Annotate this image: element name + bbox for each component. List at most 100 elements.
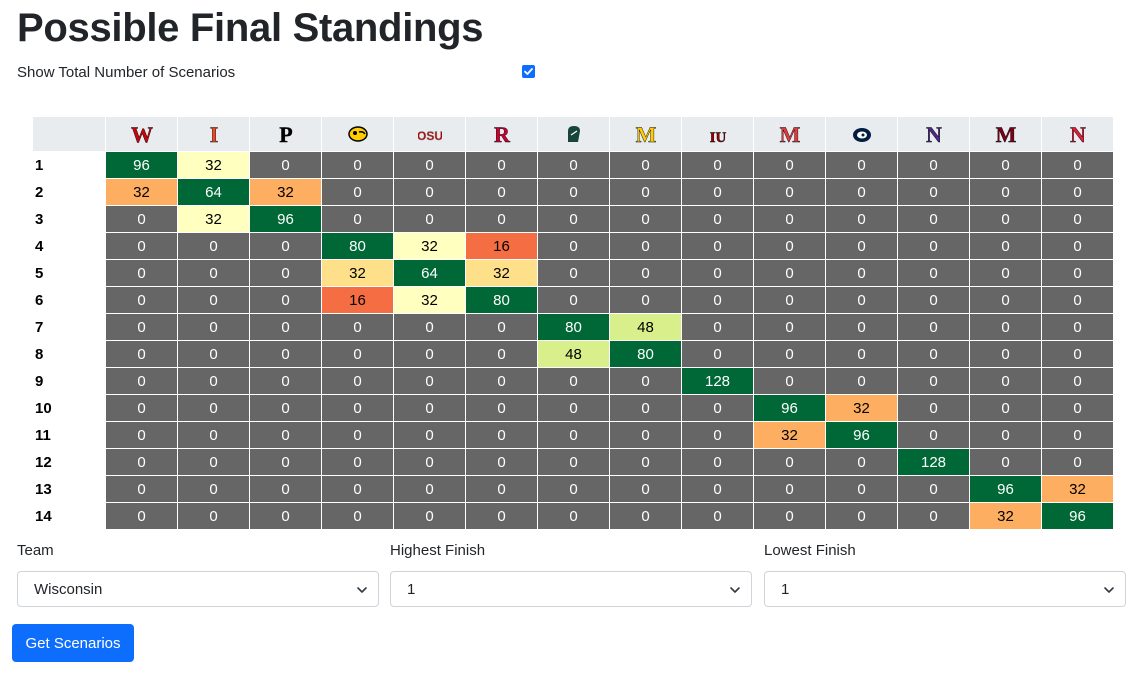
- standing-row: 4 0 0 0 80 32 16 0 0 0 0 0 0 0 0: [32, 232, 1114, 260]
- indiana-logo-icon: IU: [709, 130, 726, 145]
- standing-row: 2 32 64 32 0 0 0 0 0 0 0 0 0 0 0: [32, 178, 1114, 206]
- scenario-count-cell: 0: [825, 448, 898, 476]
- scenario-count-cell: 0: [681, 502, 754, 530]
- scenario-count-cell: 0: [105, 421, 178, 449]
- show-total-scenarios-checkbox[interactable]: [522, 65, 535, 78]
- scenario-count-cell: 0: [825, 259, 898, 287]
- scenario-count-cell: 0: [681, 151, 754, 179]
- team-header-cell: M: [969, 116, 1042, 152]
- scenario-count-cell: 0: [897, 178, 970, 206]
- scenario-count-cell: 0: [537, 502, 610, 530]
- scenario-count-cell: 0: [537, 475, 610, 503]
- scenario-count-cell: 0: [537, 448, 610, 476]
- scenario-count-cell: 0: [969, 259, 1042, 287]
- scenario-count-cell: 0: [825, 340, 898, 368]
- scenario-count-cell: 0: [177, 448, 250, 476]
- scenario-count-cell: 0: [969, 448, 1042, 476]
- scenario-count-cell: 0: [537, 151, 610, 179]
- team-header-cell: N: [1041, 116, 1114, 152]
- scenario-count-cell: 0: [105, 394, 178, 422]
- scenario-count-cell: 32: [825, 394, 898, 422]
- scenario-count-cell: 0: [465, 421, 538, 449]
- scenario-count-cell: 0: [753, 340, 826, 368]
- scenario-count-cell: 0: [393, 205, 466, 233]
- scenario-count-cell: 0: [105, 205, 178, 233]
- scenario-count-cell: 0: [249, 259, 322, 287]
- scenario-count-cell: 0: [393, 178, 466, 206]
- scenario-count-cell: 0: [609, 448, 682, 476]
- scenario-count-cell: 0: [897, 367, 970, 395]
- scenario-count-cell: 0: [321, 313, 394, 341]
- scenario-count-cell: 0: [681, 421, 754, 449]
- scenario-count-cell: 0: [465, 448, 538, 476]
- scenario-count-cell: 0: [465, 502, 538, 530]
- scenario-count-cell: 0: [1041, 151, 1114, 179]
- scenario-count-cell: 0: [105, 286, 178, 314]
- svg-text:N: N: [1070, 123, 1086, 145]
- scenario-count-cell: 0: [753, 286, 826, 314]
- scenario-count-cell: 0: [681, 178, 754, 206]
- scenario-count-cell: 0: [1041, 178, 1114, 206]
- scenario-count-cell: 0: [537, 232, 610, 260]
- rank-cell: 6: [32, 286, 106, 314]
- wisconsin-logo-icon: W: [130, 123, 152, 145]
- scenario-count-cell: 96: [249, 205, 322, 233]
- scenario-count-cell: 0: [249, 313, 322, 341]
- scenario-count-cell: 32: [321, 259, 394, 287]
- scenario-count-cell: 0: [681, 475, 754, 503]
- scenario-count-cell: 0: [609, 421, 682, 449]
- scenario-count-cell: 0: [753, 259, 826, 287]
- scenario-count-cell: 0: [825, 205, 898, 233]
- highest-finish-select[interactable]: 1: [390, 571, 752, 607]
- scenario-count-cell: 0: [681, 394, 754, 422]
- scenario-count-cell: 0: [393, 340, 466, 368]
- scenario-count-cell: 0: [249, 421, 322, 449]
- scenario-count-cell: 0: [321, 475, 394, 503]
- scenario-count-cell: 0: [609, 151, 682, 179]
- scenario-count-cell: 0: [465, 178, 538, 206]
- scenario-count-cell: 0: [753, 475, 826, 503]
- scenario-count-cell: 0: [825, 475, 898, 503]
- get-scenarios-button[interactable]: Get Scenarios: [12, 624, 134, 662]
- checkmark-icon: [524, 68, 533, 75]
- scenario-count-cell: 0: [537, 178, 610, 206]
- scenario-count-cell: 0: [825, 313, 898, 341]
- scenario-count-cell: 0: [681, 259, 754, 287]
- scenario-count-cell: 0: [105, 475, 178, 503]
- scenario-count-cell: 0: [249, 232, 322, 260]
- scenario-count-cell: 0: [681, 286, 754, 314]
- scenario-count-cell: 0: [465, 340, 538, 368]
- scenario-count-cell: 96: [1041, 502, 1114, 530]
- team-header-cell: M: [609, 116, 682, 152]
- scenario-count-cell: 80: [465, 286, 538, 314]
- scenario-count-cell: 0: [969, 151, 1042, 179]
- scenario-count-cell: 0: [465, 313, 538, 341]
- maryland-logo-icon: M: [779, 123, 800, 145]
- svg-text:M: M: [779, 123, 800, 145]
- lowest-finish-select[interactable]: 1: [764, 571, 1126, 607]
- scenario-count-cell: 0: [609, 178, 682, 206]
- illinois-logo-icon: I: [209, 123, 218, 145]
- scenario-count-cell: 0: [321, 151, 394, 179]
- scenario-count-cell: 0: [969, 367, 1042, 395]
- scenario-count-cell: 0: [969, 421, 1042, 449]
- michigan-logo-icon: M: [635, 123, 656, 145]
- scenario-count-cell: 0: [1041, 232, 1114, 260]
- lowest-finish-label: Lowest Finish: [764, 542, 856, 559]
- scenario-count-cell: 0: [537, 259, 610, 287]
- scenario-count-cell: 96: [969, 475, 1042, 503]
- scenario-count-cell: 80: [321, 232, 394, 260]
- rank-cell: 10: [32, 394, 106, 422]
- scenario-count-cell: 0: [321, 367, 394, 395]
- scenario-count-cell: 96: [105, 151, 178, 179]
- scenario-count-cell: 0: [249, 367, 322, 395]
- team-select[interactable]: Wisconsin: [17, 571, 379, 607]
- scenario-count-cell: 80: [609, 340, 682, 368]
- scenario-count-cell: 0: [393, 151, 466, 179]
- scenario-count-cell: 0: [825, 367, 898, 395]
- penn-state-logo-icon: [852, 128, 871, 142]
- scenario-count-cell: 0: [681, 205, 754, 233]
- scenario-count-cell: 32: [105, 178, 178, 206]
- ohio-state-logo-icon: OSU: [418, 129, 442, 144]
- scenario-count-cell: 0: [105, 259, 178, 287]
